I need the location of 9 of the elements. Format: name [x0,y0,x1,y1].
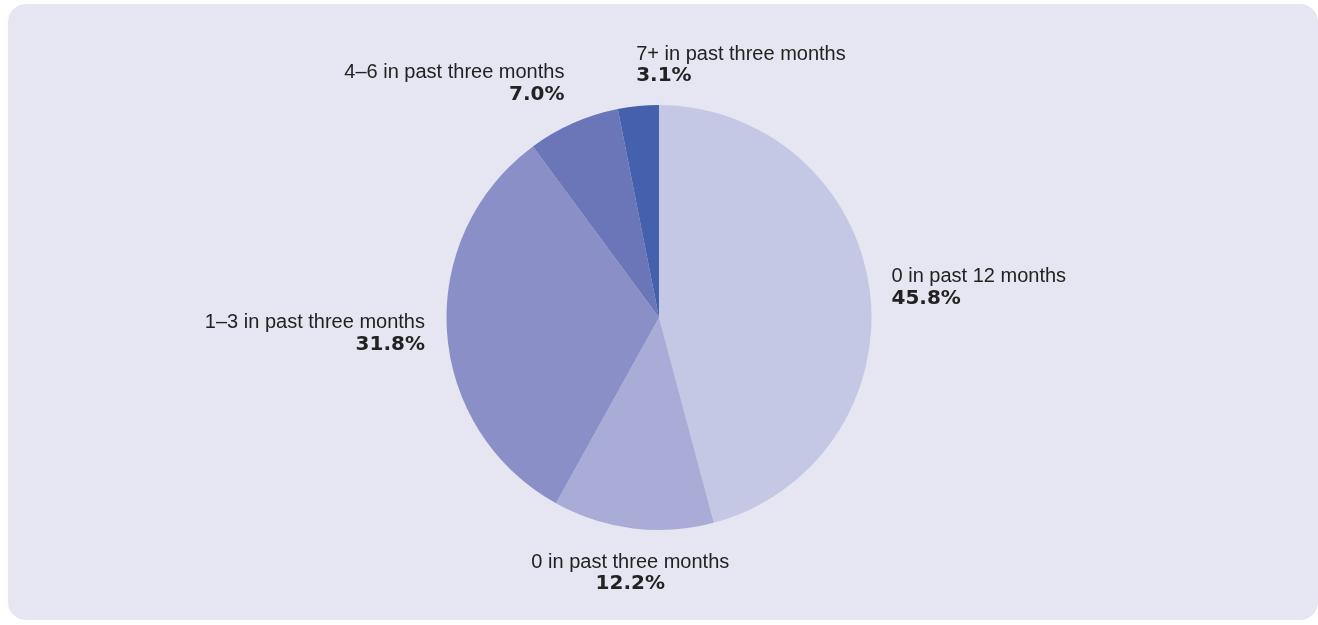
slice-label: 1–3 in past three months [204,310,425,333]
slice-label: 0 in past 12 months [891,264,1067,287]
data-label: 31.8% [355,330,425,355]
slice-label: 4–6 in past three months [344,60,565,83]
slice-label: 7+ in past three months [636,41,846,64]
data-label: 45.8% [891,285,961,310]
data-label: 7.0% [508,81,565,106]
slice-label: 0 in past three months [531,549,730,572]
data-label: 12.2% [595,570,666,595]
